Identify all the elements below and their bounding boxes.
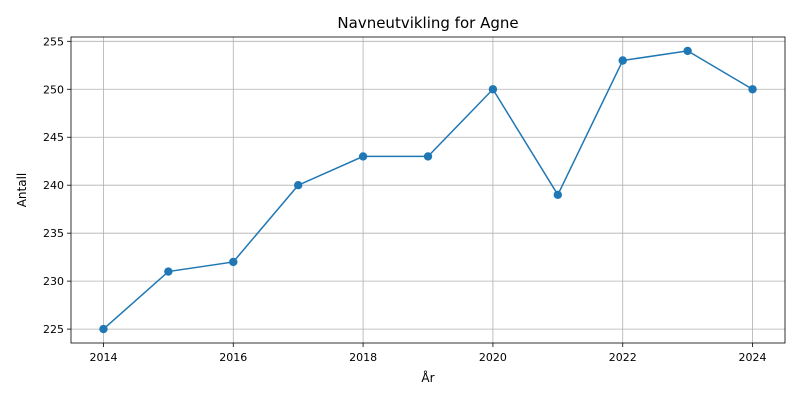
y-axis-label: Antall bbox=[15, 173, 29, 208]
y-tick-label: 245 bbox=[43, 131, 64, 144]
data-point bbox=[293, 181, 303, 190]
data-point bbox=[618, 56, 627, 65]
data-point bbox=[553, 190, 563, 199]
x-axis-label: År bbox=[421, 370, 434, 385]
data-point bbox=[229, 257, 238, 267]
x-tick-label: 2024 bbox=[739, 351, 767, 364]
x-tick-label: 2014 bbox=[89, 351, 117, 364]
data-point bbox=[164, 267, 173, 276]
data-point bbox=[423, 152, 433, 161]
data-point bbox=[488, 85, 498, 94]
series-line bbox=[102, 50, 753, 330]
y-tick-label: 235 bbox=[43, 227, 64, 240]
data-point bbox=[683, 46, 692, 56]
series-layer bbox=[99, 46, 757, 334]
x-tick-label: 2018 bbox=[349, 351, 377, 364]
grid bbox=[71, 37, 785, 343]
y-tick-label: 255 bbox=[43, 35, 64, 48]
x-tick-label: 2022 bbox=[609, 351, 637, 364]
x-tick-label: 2020 bbox=[479, 351, 507, 364]
y-tick-label: 250 bbox=[43, 83, 64, 96]
y-tick-label: 240 bbox=[43, 179, 64, 192]
y-tick-label: 230 bbox=[43, 275, 64, 288]
data-point bbox=[358, 152, 368, 161]
plot-frame bbox=[70, 36, 786, 344]
axis-ticks: 2014 2016 2018 2020 2022 2024 225 230 235 240 245 2… bbox=[43, 35, 767, 364]
data-point bbox=[748, 85, 757, 94]
y-tick-label: 225 bbox=[43, 323, 64, 336]
data-point bbox=[99, 324, 108, 334]
x-tick-label: 2016 bbox=[219, 351, 247, 364]
chart-title: Navneutvikling for Agne bbox=[337, 14, 518, 32]
